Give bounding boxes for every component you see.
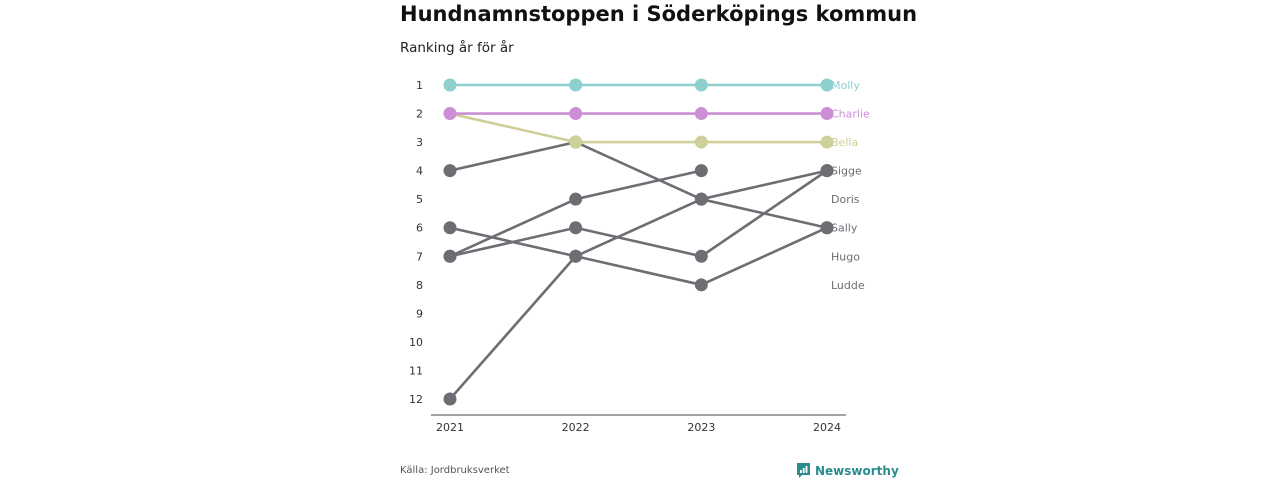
data-point-ludde <box>443 249 457 263</box>
data-point-sally <box>443 164 457 178</box>
data-point-hugo <box>820 221 834 235</box>
y-tick-label: 12 <box>409 393 423 406</box>
y-tick-label: 5 <box>416 193 423 206</box>
series-line-sigge <box>449 169 828 400</box>
series-line-bella <box>449 112 827 144</box>
brand-name: Newsworthy <box>815 463 899 478</box>
y-tick-label: 4 <box>416 165 423 178</box>
x-tick-label: 2023 <box>687 421 715 434</box>
y-tick-label: 2 <box>416 108 423 121</box>
data-point-doris <box>694 164 708 178</box>
data-point-ludde <box>820 164 834 178</box>
data-point-hugo <box>694 278 708 292</box>
brand-logo: Newsworthy <box>796 462 899 479</box>
data-point-charlie <box>569 107 583 121</box>
data-point-ludde <box>694 249 708 263</box>
data-point-ludde <box>569 221 583 235</box>
y-tick-label: 1 <box>416 79 423 92</box>
series-label: Sally <box>831 222 858 235</box>
chart-title: Hundnamnstoppen i Söderköpings kommun <box>400 2 918 26</box>
data-point-charlie <box>443 107 457 121</box>
data-point-bella <box>820 135 834 149</box>
y-tick-label: 7 <box>416 250 423 263</box>
data-point-molly <box>820 78 834 92</box>
data-point-bella <box>694 135 708 149</box>
x-tick-label: 2021 <box>436 421 464 434</box>
data-point-molly <box>443 78 457 92</box>
series-label: Bella <box>831 136 858 149</box>
x-tick-label: 2022 <box>562 421 590 434</box>
source-note: Källa: Jordbruksverket <box>400 465 510 476</box>
chart-subtitle: Ranking år för år <box>400 40 514 56</box>
data-point-hugo <box>569 249 583 263</box>
y-tick-label: 6 <box>416 222 423 235</box>
series-line-ludde <box>449 169 828 258</box>
series-label: Hugo <box>831 250 860 263</box>
series-label: Doris <box>831 193 860 206</box>
y-tick-label: 3 <box>416 136 423 149</box>
series-line-hugo <box>449 226 828 287</box>
data-point-molly <box>694 78 708 92</box>
series-label: Sigge <box>831 165 862 178</box>
data-point-doris <box>569 192 583 206</box>
data-point-charlie <box>820 107 834 121</box>
newsworthy-logo-icon <box>797 463 810 478</box>
data-point-bella <box>569 135 583 149</box>
y-tick-label: 9 <box>416 307 423 320</box>
y-tick-label: 11 <box>409 364 423 377</box>
data-point-sally <box>694 192 708 206</box>
y-tick-label: 8 <box>416 279 423 292</box>
y-tick-label: 10 <box>409 336 423 349</box>
series-label: Ludde <box>831 279 865 292</box>
series-label: Molly <box>831 79 860 92</box>
data-point-sigge <box>443 392 457 406</box>
data-point-charlie <box>694 107 708 121</box>
series-label: Charlie <box>831 108 870 121</box>
data-point-molly <box>569 78 583 92</box>
data-point-hugo <box>443 221 457 235</box>
x-tick-label: 2024 <box>813 421 841 434</box>
